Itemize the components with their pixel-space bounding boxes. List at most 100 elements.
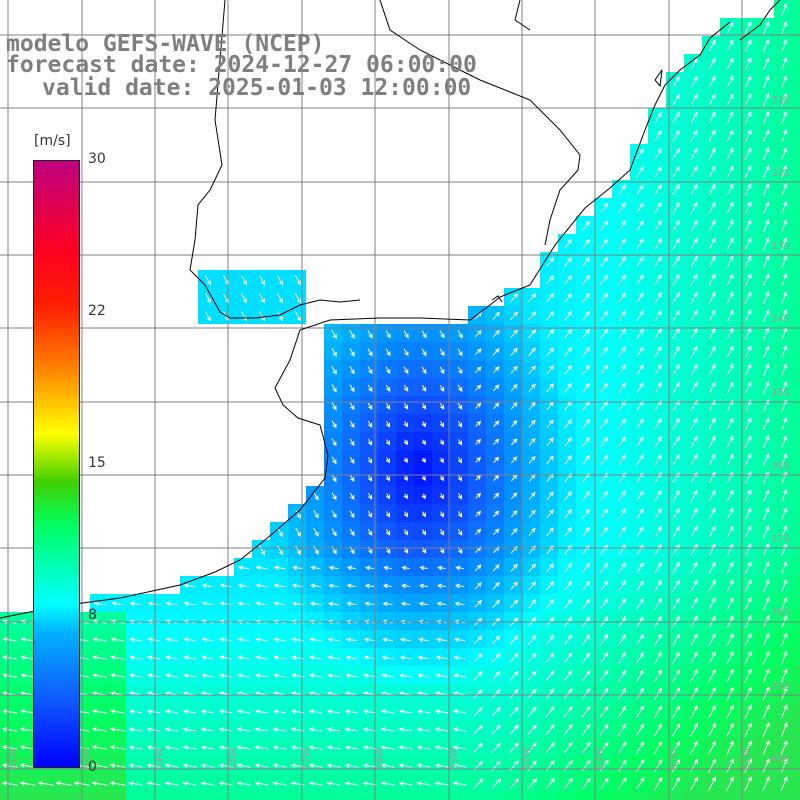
wind-arrow [744,740,752,755]
wind-speed-cell [0,774,18,792]
wind-arrow [546,580,555,591]
wind-speed-cell [0,648,18,666]
wind-speed-cell [558,306,576,324]
wind-arrow [364,601,375,607]
wind-speed-cell [144,702,162,720]
wind-speed-cell [792,684,800,702]
wind-speed-cell [684,684,702,702]
wind-speed-cell [702,468,720,486]
wind-speed-cell [738,666,756,684]
wind-speed-cell [594,216,612,234]
wind-arrow [272,745,287,750]
wind-arrow [781,345,788,359]
wind-arrow [20,637,35,642]
wind-arrow [762,668,770,683]
wind-speed-cell [522,378,540,396]
wind-speed-cell [558,756,576,774]
wind-arrow [439,366,445,375]
wind-arrow [492,564,500,572]
wind-arrow [367,366,373,375]
wind-speed-cell [288,792,306,800]
wind-arrow [493,510,500,518]
wind-speed-cell [684,252,702,270]
wind-arrow [563,634,573,645]
wind-speed-cell [774,504,792,522]
wind-arrow [564,364,572,375]
wind-arrow [726,21,734,34]
wind-arrow [492,348,500,356]
wind-arrow [600,328,608,339]
wind-speed-cell [684,288,702,306]
wind-speed-cell [54,792,72,800]
wind-arrow [345,637,358,643]
wind-arrow [419,583,428,589]
wind-arrow [564,526,572,537]
wind-arrow [744,21,752,34]
wind-arrow [545,652,555,663]
wind-arrow [708,543,716,556]
wind-speed-cell [738,36,756,54]
wind-speed-cell [792,342,800,360]
wind-speed-cell [522,720,540,738]
wind-speed-cell [738,234,756,252]
wind-speed-cell [648,648,666,666]
wind-speed-cell [252,630,270,648]
wind-speed-cell [306,792,324,800]
wind-speed-cell [180,684,198,702]
wind-speed-cell [792,180,800,198]
wind-speed-cell [792,270,800,288]
wind-arrow [672,165,680,178]
wind-arrow [690,327,698,340]
wind-speed-cell [288,558,306,576]
wind-speed-cell [504,774,522,792]
wind-arrow [367,402,373,410]
wind-arrow [453,655,466,661]
wind-speed-cell [576,396,594,414]
wind-arrow [599,741,609,754]
wind-arrow [237,565,250,571]
wind-arrow [618,328,626,339]
wind-speed-cell [774,486,792,504]
wind-arrow [781,291,788,305]
wind-arrow [182,745,197,750]
wind-arrow [762,704,770,719]
wind-arrow [398,781,413,786]
wind-speed-cell [612,738,630,756]
wind-arrow [726,686,734,701]
wind-arrow [546,545,554,555]
wind-arrow [327,709,341,714]
wind-arrow [781,489,788,503]
wind-speed-cell [540,522,558,540]
wind-speed-cell [342,738,360,756]
wind-speed-cell [486,738,504,756]
wind-speed-cell [576,378,594,396]
wind-speed-cell [774,648,792,666]
wind-arrow [331,402,337,411]
wind-speed-cell [270,738,288,756]
wind-arrow [381,637,394,643]
wind-arrow [473,742,484,753]
wind-arrow [457,457,463,464]
wind-speed-cell [612,432,630,450]
wind-arrow [345,673,358,678]
wind-arrow [563,742,573,754]
wind-arrow [636,148,644,160]
wind-speed-cell [612,522,630,540]
wind-speed-cell [504,288,522,306]
wind-speed-cell [486,504,504,522]
wind-arrow [528,599,537,609]
wind-arrow [563,777,573,790]
wind-arrow [545,724,555,736]
wind-speed-cell [738,396,756,414]
wind-arrow [708,633,716,647]
wind-arrow [690,147,698,160]
wind-arrow [331,420,337,429]
wind-arrow [473,778,484,789]
wind-arrow [491,670,501,681]
wind-speed-cell [468,378,486,396]
wind-arrow [636,382,644,394]
wind-speed-cell [702,72,720,90]
wind-speed-cell [486,324,504,342]
wind-speed-cell [558,630,576,648]
wind-arrow [385,493,390,500]
